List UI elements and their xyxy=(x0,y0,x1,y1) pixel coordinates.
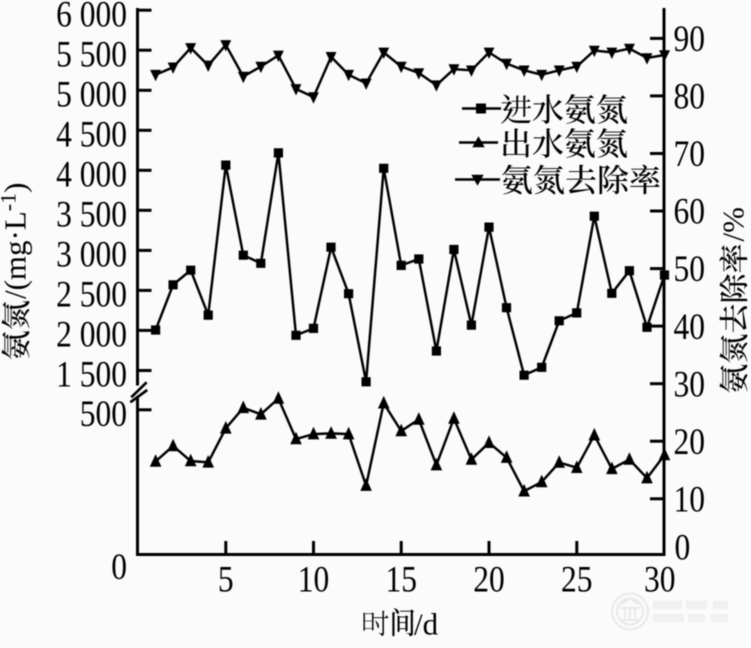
svg-text:2 500: 2 500 xyxy=(56,274,127,315)
svg-text:6 000: 6 000 xyxy=(56,0,127,35)
svg-text:10: 10 xyxy=(298,559,329,600)
svg-text:/d: /d xyxy=(414,607,439,642)
svg-text:4 000: 4 000 xyxy=(56,154,127,195)
svg-text:5 500: 5 500 xyxy=(56,34,127,75)
svg-text:30: 30 xyxy=(674,364,705,405)
svg-text:40: 40 xyxy=(674,306,705,347)
svg-text:5 000: 5 000 xyxy=(56,74,127,115)
svg-text:50: 50 xyxy=(674,249,705,290)
svg-text:20: 20 xyxy=(674,421,705,462)
svg-text:70: 70 xyxy=(674,134,705,175)
svg-text:1 500: 1 500 xyxy=(56,354,127,395)
svg-text:3 500: 3 500 xyxy=(56,194,127,235)
svg-text:20: 20 xyxy=(473,559,504,600)
svg-text:/%: /% xyxy=(716,207,751,241)
svg-text:25: 25 xyxy=(561,559,592,600)
svg-text:90: 90 xyxy=(674,19,705,60)
svg-text:2 000: 2 000 xyxy=(56,314,127,355)
svg-text:15: 15 xyxy=(385,559,416,600)
svg-text:80: 80 xyxy=(674,76,705,117)
svg-text:4 500: 4 500 xyxy=(56,114,127,155)
svg-text:3 000: 3 000 xyxy=(56,234,127,275)
svg-text:5: 5 xyxy=(218,559,234,600)
svg-text:10: 10 xyxy=(674,479,705,520)
svg-text:0: 0 xyxy=(675,527,691,568)
svg-text:500: 500 xyxy=(80,394,127,435)
svg-text:0: 0 xyxy=(111,547,127,588)
svg-text:60: 60 xyxy=(674,191,705,232)
svg-text:30: 30 xyxy=(644,559,675,600)
